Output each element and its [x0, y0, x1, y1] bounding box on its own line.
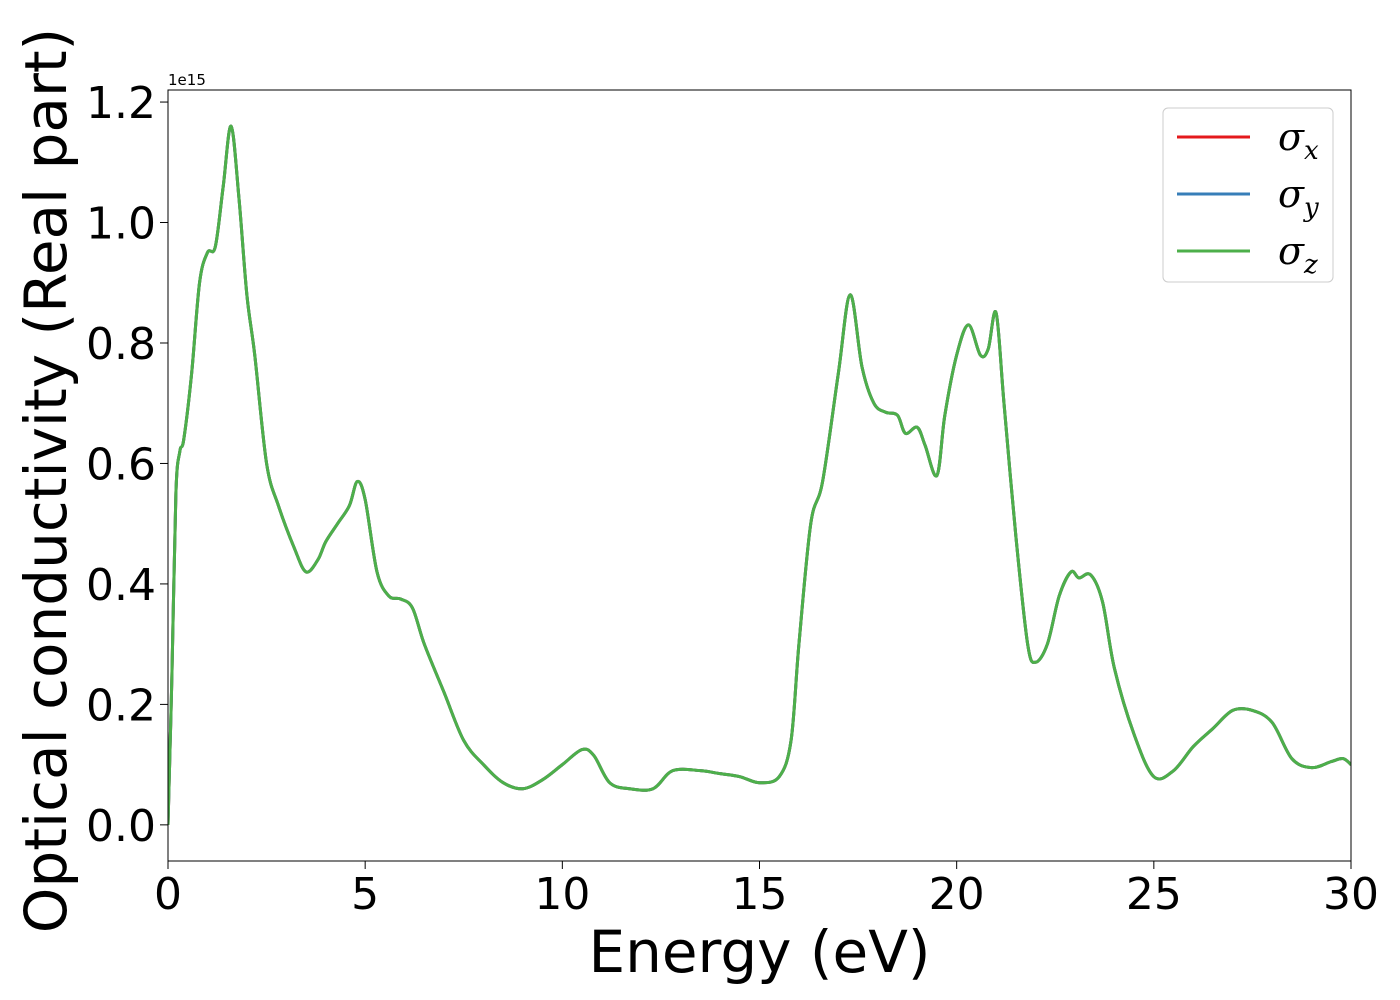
legend-label: σz — [1278, 229, 1318, 280]
series-layer — [168, 124, 1351, 825]
y-tick-label: 0.6 — [86, 439, 156, 490]
y-tick-label: 0.2 — [86, 680, 156, 731]
legend: σx σy σz — [1162, 107, 1334, 283]
x-tick-label: 20 — [929, 869, 985, 920]
y-offset-text: 1e15 — [168, 71, 206, 89]
y-tick-label: 0.4 — [86, 560, 156, 611]
y-tick-label: 0.8 — [86, 319, 156, 370]
x-tick-label: 25 — [1126, 869, 1182, 920]
x-tick-label: 15 — [732, 869, 788, 920]
y-tick-label: 0.0 — [86, 801, 156, 852]
x-axis-title: Energy (eV) — [588, 918, 930, 986]
y-tick-label: 1.2 — [86, 78, 156, 129]
legend-label: σy — [1278, 172, 1319, 223]
x-axis: 0 5 10 15 20 25 30 — [154, 861, 1379, 920]
y-tick-label: 1.0 — [86, 199, 156, 250]
x-tick-label: 10 — [534, 869, 590, 920]
x-tick-label: 5 — [351, 869, 379, 920]
x-tick-label: 30 — [1323, 869, 1379, 920]
legend-label: σx — [1278, 115, 1319, 166]
y-axis: 0.0 0.2 0.4 0.6 0.8 1.0 1.2 — [86, 78, 168, 852]
y-axis-title: Optical conductivity (Real part) — [12, 28, 80, 933]
series-line-z — [168, 124, 1351, 825]
x-tick-label: 0 — [154, 869, 182, 920]
